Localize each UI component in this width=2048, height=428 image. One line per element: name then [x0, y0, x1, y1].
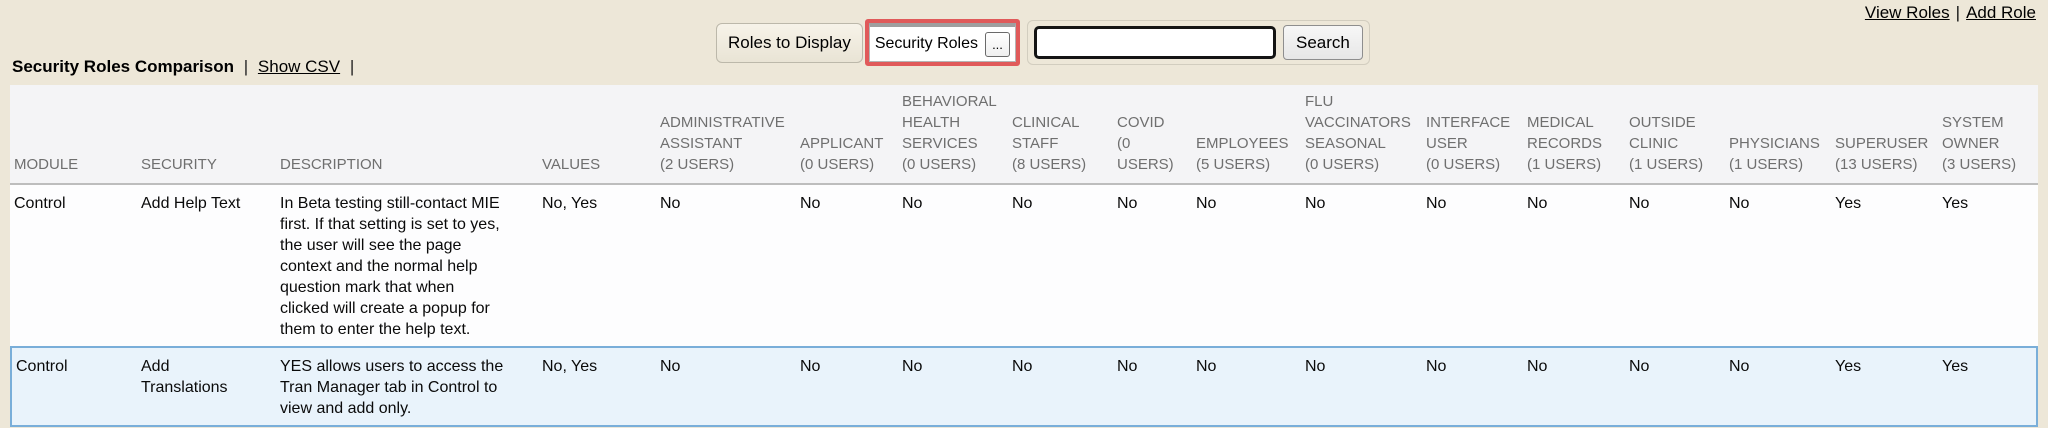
cell-role-value: Yes — [1831, 346, 1938, 427]
roles-comparison-table: MODULE SECURITY DESCRIPTION VALUES ADMIN… — [10, 85, 2038, 427]
column-header-role: OUTSIDE CLINIC (1 USERS) — [1625, 85, 1725, 185]
action-highlight-box: Security Roles ... — [864, 19, 1020, 66]
cell-role-value: Yes — [1831, 185, 1938, 346]
page-title: Security Roles Comparison — [12, 57, 235, 76]
cell-role-value: No — [1422, 346, 1523, 427]
roles-to-display-button[interactable]: Roles to Display — [716, 22, 863, 63]
cell-role-value: No — [1301, 185, 1422, 346]
cell-role-value: Yes — [1938, 346, 2038, 427]
column-header-role: BEHAVIORAL HEALTH SERVICES (0 USERS) — [898, 85, 1008, 185]
add-role-link[interactable]: Add Role — [1966, 3, 2036, 22]
top-links: View Roles | Add Role — [1865, 3, 2036, 23]
table-row: Control Add Help Text In Beta testing st… — [10, 185, 2038, 346]
title-row: Security Roles Comparison | Show CSV | — [12, 57, 359, 77]
cell-role-value: No — [1113, 185, 1192, 346]
cell-role-value: No — [656, 346, 796, 427]
column-header-role: PHYSICIANS (1 USERS) — [1725, 85, 1831, 185]
cell-role-value: No — [1008, 346, 1113, 427]
cell-role-value: No — [1625, 346, 1725, 427]
cell-role-value: No — [1523, 346, 1625, 427]
cell-role-value: No — [898, 346, 1008, 427]
cell-role-value: No — [1113, 346, 1192, 427]
column-header-role: SUPERUSER (13 USERS) — [1831, 85, 1938, 185]
cell-role-value: No — [1523, 185, 1625, 346]
cell-module: Control — [10, 346, 137, 427]
ellipsis-button[interactable]: ... — [984, 31, 1010, 57]
cell-role-value: No — [1008, 185, 1113, 346]
cell-role-value: No — [656, 185, 796, 346]
header-row: MODULE SECURITY DESCRIPTION VALUES ADMIN… — [10, 85, 2038, 185]
column-header-role: SYSTEM OWNER (3 USERS) — [1938, 85, 2038, 185]
cell-role-value: No — [1725, 346, 1831, 427]
cell-values: No, Yes — [538, 185, 656, 346]
cell-role-value: No — [1301, 346, 1422, 427]
column-header-security: SECURITY — [137, 85, 276, 185]
table-row-highlighted: Control Add Translations YES allows user… — [10, 346, 2038, 427]
search-button[interactable]: Search — [1282, 25, 1363, 60]
column-header-role: EMPLOYEES (5 USERS) — [1192, 85, 1301, 185]
view-roles-link[interactable]: View Roles — [1864, 3, 1950, 22]
column-header-role: INTERFACE USER (0 USERS) — [1422, 85, 1523, 185]
column-header-role: COVID (0 USERS) — [1113, 85, 1192, 185]
column-header-role: FLU VACCINATORS SEASONAL (0 USERS) — [1301, 85, 1422, 185]
search-form: Search — [1026, 20, 1370, 65]
cell-module: Control — [10, 185, 137, 346]
cell-role-value: No — [1625, 185, 1725, 346]
cell-role-value: No — [796, 346, 898, 427]
title-separator: | — [349, 57, 355, 76]
column-header-values: VALUES — [538, 85, 656, 185]
cell-values: No, Yes — [538, 346, 656, 427]
cell-description: YES allows users to access the Tran Mana… — [276, 346, 538, 427]
roles-filter-combo[interactable]: Security Roles ... — [868, 23, 1016, 62]
roles-filter-value: Security Roles — [874, 35, 978, 52]
column-header-role: ADMINISTRATIVE ASSISTANT (2 USERS) — [656, 85, 796, 185]
links-separator: | — [1955, 3, 1961, 22]
column-header-role: CLINICAL STAFF (8 USERS) — [1008, 85, 1113, 185]
show-csv-link[interactable]: Show CSV — [257, 57, 341, 76]
cell-role-value: Yes — [1938, 185, 2038, 346]
toolbar: Roles to Display Security Roles ... Sear… — [716, 19, 1370, 66]
cell-role-value: No — [1422, 185, 1523, 346]
column-header-role: MEDICAL RECORDS (1 USERS) — [1523, 85, 1625, 185]
column-header-module: MODULE — [10, 85, 137, 185]
column-header-role: APPLICANT (0 USERS) — [796, 85, 898, 185]
cell-role-value: No — [1725, 185, 1831, 346]
cell-role-value: No — [1192, 346, 1301, 427]
search-input[interactable] — [1033, 26, 1276, 59]
title-separator: | — [243, 57, 249, 76]
column-header-description: DESCRIPTION — [276, 85, 538, 185]
cell-description: In Beta testing still-contact MIE first.… — [276, 185, 538, 346]
cell-security: Add Help Text — [137, 185, 276, 346]
cell-role-value: No — [796, 185, 898, 346]
cell-security: Add Translations — [137, 346, 276, 427]
cell-role-value: No — [1192, 185, 1301, 346]
cell-role-value: No — [898, 185, 1008, 346]
